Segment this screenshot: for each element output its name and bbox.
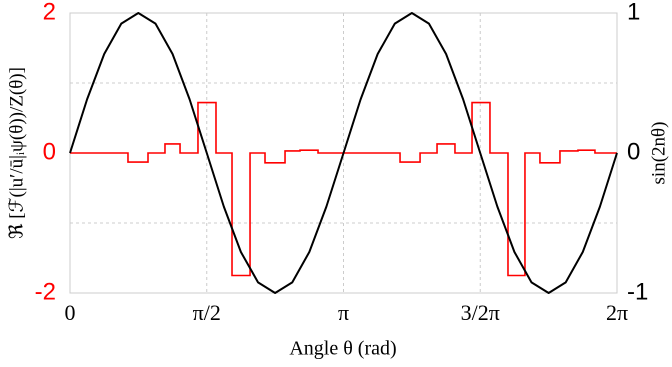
y-axis-label: ℜ [ℱ(|u′/ū|ᵢψ(θ))/Z(θ)] — [6, 67, 27, 239]
x-axis-label: Angle θ (rad) — [289, 338, 396, 360]
y2-tick-label: 1 — [627, 0, 640, 25]
x-tick-label: 3/2π — [461, 300, 500, 325]
y-tick-label: 0 — [43, 138, 56, 165]
x-tick-label: 2π — [606, 300, 628, 325]
x-tick-label: π — [338, 300, 349, 325]
y-tick-label: 2 — [43, 0, 56, 25]
y-tick-label: -2 — [35, 278, 56, 305]
y2-axis-label: sin(2nθ) — [648, 122, 669, 185]
y2-tick-label: -1 — [627, 278, 648, 305]
line — [69, 12, 618, 294]
x-tick-label: π/2 — [193, 300, 221, 325]
y2-tick-label: 0 — [627, 138, 640, 165]
x-tick-label: 0 — [65, 300, 76, 325]
